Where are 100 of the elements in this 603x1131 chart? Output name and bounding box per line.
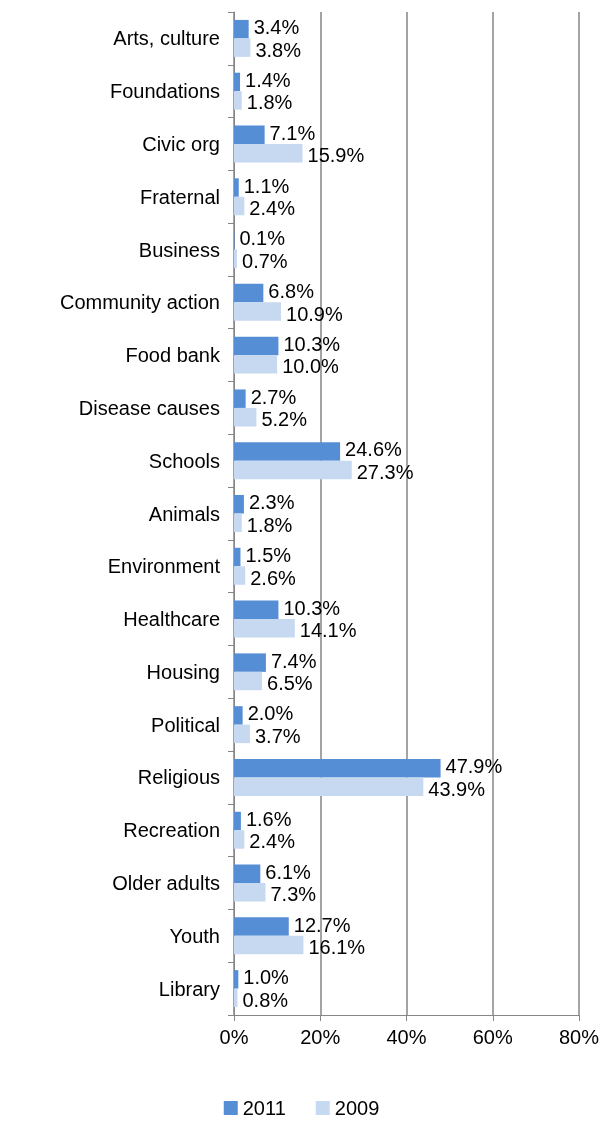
data-label: 3.8% bbox=[255, 38, 302, 61]
data-label: 1.8% bbox=[246, 91, 293, 114]
data-label: 1.0% bbox=[243, 966, 290, 989]
data-label: 0.1% bbox=[239, 227, 286, 250]
bar bbox=[234, 600, 279, 620]
bar bbox=[234, 143, 303, 163]
bar bbox=[234, 178, 239, 197]
data-label: 6.8% bbox=[268, 280, 315, 303]
y-tick-label: Recreation bbox=[123, 819, 220, 842]
bar bbox=[234, 935, 304, 955]
bar bbox=[234, 389, 246, 408]
y-tick-label: Religious bbox=[137, 766, 220, 789]
bar bbox=[234, 495, 244, 514]
bar bbox=[234, 883, 266, 902]
y-tick-label: Political bbox=[151, 713, 220, 736]
bar bbox=[234, 864, 261, 884]
data-label: 10.3% bbox=[283, 332, 341, 355]
bar bbox=[234, 38, 251, 57]
bar bbox=[234, 758, 441, 778]
data-label: 2.7% bbox=[250, 385, 297, 408]
y-tick-label: Civic org bbox=[142, 132, 220, 155]
bar bbox=[234, 336, 279, 356]
y-tick-label: Environment bbox=[107, 555, 221, 578]
bar bbox=[234, 196, 245, 216]
bar bbox=[234, 830, 245, 849]
data-label: 5.2% bbox=[261, 408, 308, 431]
bar bbox=[234, 811, 241, 831]
data-label: 2.4% bbox=[249, 197, 296, 219]
data-label: 12.7% bbox=[293, 913, 351, 936]
data-label: 10.0% bbox=[282, 355, 340, 378]
x-tick-label: 60% bbox=[472, 1026, 513, 1048]
y-tick-label: Disease causes bbox=[78, 396, 220, 419]
bar bbox=[234, 513, 242, 532]
bar bbox=[234, 125, 265, 144]
bar bbox=[234, 91, 242, 110]
x-tick-label: 0% bbox=[219, 1026, 249, 1048]
data-label: 16.1% bbox=[308, 936, 366, 959]
data-label: 0.7% bbox=[242, 249, 288, 272]
data-label: 6.1% bbox=[265, 860, 312, 883]
legend-label: 2011 bbox=[242, 1097, 286, 1119]
bar bbox=[234, 777, 424, 796]
bar bbox=[234, 355, 278, 374]
y-tick-label: Healthcare bbox=[123, 608, 220, 631]
y-tick-label: Foundations bbox=[109, 80, 220, 103]
data-label: 7.3% bbox=[270, 883, 317, 906]
bar bbox=[234, 566, 246, 585]
bar bbox=[234, 706, 243, 725]
bar bbox=[234, 547, 241, 567]
data-label: 3.7% bbox=[254, 724, 301, 747]
data-label: 2.6% bbox=[250, 566, 297, 589]
data-label: 1.1% bbox=[243, 174, 290, 197]
data-label: 7.4% bbox=[270, 649, 317, 672]
bar bbox=[234, 619, 295, 638]
y-tick-label: Business bbox=[138, 238, 220, 261]
data-label: 14.1% bbox=[299, 619, 357, 642]
data-label: 10.9% bbox=[286, 302, 343, 325]
x-tick-label: 80% bbox=[558, 1026, 600, 1048]
legend-label: 2009 bbox=[334, 1097, 380, 1119]
bar bbox=[234, 72, 241, 92]
data-label: 15.9% bbox=[307, 144, 365, 167]
bar bbox=[234, 724, 250, 744]
data-label: 2.0% bbox=[247, 702, 294, 725]
y-tick-label: Fraternal bbox=[139, 185, 220, 208]
y-tick-label: Food bank bbox=[125, 344, 221, 367]
data-label: 47.9% bbox=[445, 755, 503, 778]
data-label: 7.1% bbox=[269, 121, 316, 144]
data-label: 10.3% bbox=[283, 596, 341, 619]
bar bbox=[234, 671, 263, 691]
data-label: 24.6% bbox=[345, 438, 403, 461]
bar bbox=[234, 917, 289, 936]
data-label: 2.4% bbox=[249, 830, 296, 853]
y-tick-label: Schools bbox=[148, 449, 220, 472]
x-tick-label: 20% bbox=[300, 1026, 341, 1048]
bar bbox=[234, 407, 257, 427]
y-tick-label: Arts, culture bbox=[113, 27, 220, 50]
bar bbox=[234, 653, 266, 672]
bar bbox=[234, 249, 238, 269]
data-label: 1.8% bbox=[246, 513, 293, 536]
data-label: 27.3% bbox=[356, 460, 414, 483]
y-tick-label: Library bbox=[158, 977, 220, 1000]
bar bbox=[234, 460, 352, 480]
y-tick-label: Older adults bbox=[112, 872, 220, 895]
data-label: 1.4% bbox=[245, 68, 291, 91]
y-tick-label: Animals bbox=[148, 502, 220, 525]
y-tick-label: Community action bbox=[59, 291, 220, 314]
data-label: 1.6% bbox=[245, 808, 292, 830]
bar bbox=[234, 302, 282, 321]
bar bbox=[234, 19, 249, 39]
data-label: 1.5% bbox=[245, 544, 292, 567]
data-label: 3.4% bbox=[253, 16, 300, 39]
bar bbox=[234, 970, 239, 989]
bar bbox=[234, 283, 264, 303]
data-label: 6.5% bbox=[267, 672, 313, 695]
data-label: 43.9% bbox=[428, 777, 486, 800]
data-label: 0.8% bbox=[242, 988, 289, 1011]
y-tick-label: Youth bbox=[169, 924, 220, 947]
bar bbox=[234, 442, 341, 461]
data-label: 2.3% bbox=[248, 491, 295, 514]
x-tick-label: 40% bbox=[386, 1026, 427, 1048]
y-tick-label: Housing bbox=[146, 660, 220, 683]
